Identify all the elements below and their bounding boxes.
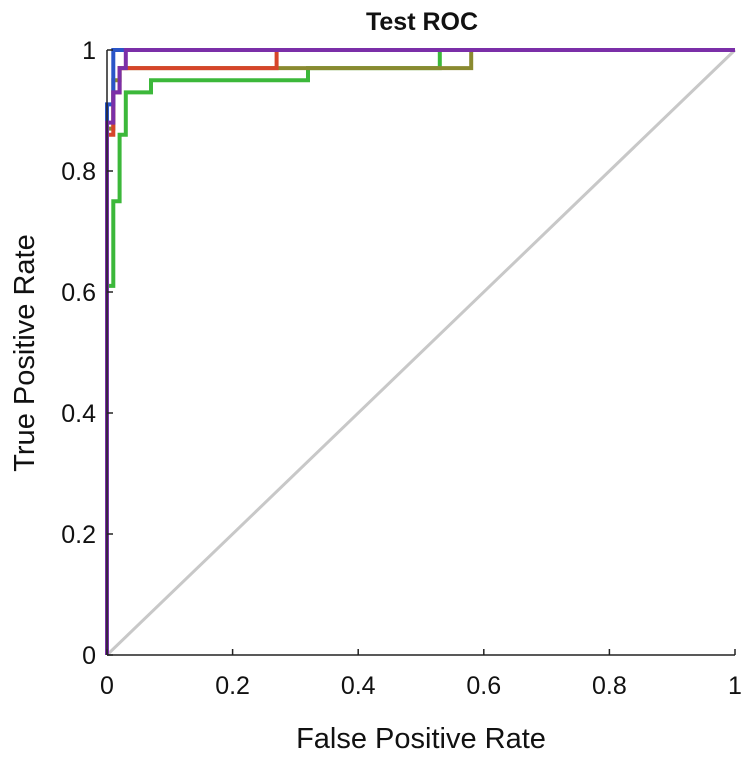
x-tick-label: 1	[728, 672, 742, 700]
x-tick-label: 0.6	[466, 672, 501, 700]
y-tick-label: 0.8	[61, 158, 96, 186]
chance-diagonal-line	[105, 48, 737, 657]
y-tick-label: 0.2	[61, 521, 96, 549]
x-tick-label: 0.2	[215, 672, 250, 700]
x-axis-label: False Positive Rate	[296, 723, 546, 755]
x-tick-label: 0	[100, 672, 114, 700]
x-tick-label: 0.4	[341, 672, 376, 700]
y-tick-label: 0	[82, 642, 96, 670]
y-tick-label: 0.4	[61, 400, 96, 428]
series-purple-line	[105, 48, 735, 655]
chance-line-layer	[105, 48, 737, 657]
y-ticks: 0 0.2 0.4 0.6 0.8 1	[61, 37, 113, 670]
x-ticks: 0 0.2 0.4 0.6 0.8 1	[100, 649, 742, 700]
x-tick-label: 0.8	[592, 672, 627, 700]
y-tick-label: 1	[82, 37, 96, 65]
axes	[106, 50, 735, 656]
y-axis-label: True Positive Rate	[9, 234, 41, 471]
y-tick-label: 0.6	[61, 279, 96, 307]
chart-title: Test ROC	[366, 8, 478, 36]
